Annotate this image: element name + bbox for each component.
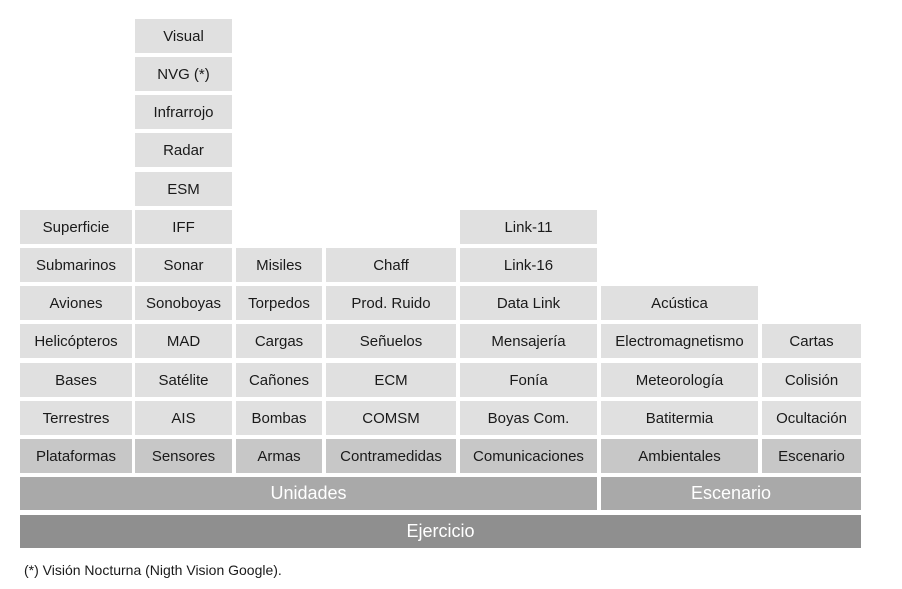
item-comunicaciones: Mensajería xyxy=(460,324,597,358)
item-sensores: Radar xyxy=(135,133,232,167)
column-header-escenario: Escenario xyxy=(762,439,861,473)
item-sensores: Infrarrojo xyxy=(135,95,232,129)
column-header-comunicaciones: Comunicaciones xyxy=(460,439,597,473)
item-contramedidas: Chaff xyxy=(326,248,456,282)
item-sensores: Sonar xyxy=(135,248,232,282)
column-header-ambientales: Ambientales xyxy=(601,439,758,473)
column-header-sensores: Sensores xyxy=(135,439,232,473)
column-header-contramedidas: Contramedidas xyxy=(326,439,456,473)
item-armas: Bombas xyxy=(236,401,322,435)
item-comunicaciones: Fonía xyxy=(460,363,597,397)
item-plataformas: Terrestres xyxy=(20,401,132,435)
item-contramedidas: ECM xyxy=(326,363,456,397)
item-sensores: MAD xyxy=(135,324,232,358)
item-armas: Torpedos xyxy=(236,286,322,320)
item-plataformas: Bases xyxy=(20,363,132,397)
item-plataformas: Helicópteros xyxy=(20,324,132,358)
item-armas: Misiles xyxy=(236,248,322,282)
item-ambientales: Electromagnetismo xyxy=(601,324,758,358)
column-header-armas: Armas xyxy=(236,439,322,473)
item-contramedidas: Prod. Ruido xyxy=(326,286,456,320)
footnote: (*) Visión Nocturna (Nigth Vision Google… xyxy=(24,562,282,578)
item-sensores: IFF xyxy=(135,210,232,244)
item-comunicaciones: Link-16 xyxy=(460,248,597,282)
item-escenario: Colisión xyxy=(762,363,861,397)
group-escenario: Escenario xyxy=(601,477,861,510)
item-comunicaciones: Data Link xyxy=(460,286,597,320)
item-sensores: Satélite xyxy=(135,363,232,397)
item-comunicaciones: Link-11 xyxy=(460,210,597,244)
group-unidades: Unidades xyxy=(20,477,597,510)
item-plataformas: Superficie xyxy=(20,210,132,244)
item-contramedidas: COMSM xyxy=(326,401,456,435)
item-plataformas: Submarinos xyxy=(20,248,132,282)
item-sensores: Sonoboyas xyxy=(135,286,232,320)
item-escenario: Cartas xyxy=(762,324,861,358)
item-escenario: Ocultación xyxy=(762,401,861,435)
column-header-plataformas: Plataformas xyxy=(20,439,132,473)
item-armas: Cargas xyxy=(236,324,322,358)
item-plataformas: Aviones xyxy=(20,286,132,320)
item-sensores: Visual xyxy=(135,19,232,53)
item-armas: Cañones xyxy=(236,363,322,397)
item-sensores: AIS xyxy=(135,401,232,435)
item-ambientales: Acústica xyxy=(601,286,758,320)
item-contramedidas: Señuelos xyxy=(326,324,456,358)
item-sensores: NVG (*) xyxy=(135,57,232,91)
item-ambientales: Batitermia xyxy=(601,401,758,435)
base-ejercicio: Ejercicio xyxy=(20,515,861,548)
item-comunicaciones: Boyas Com. xyxy=(460,401,597,435)
item-ambientales: Meteorología xyxy=(601,363,758,397)
item-sensores: ESM xyxy=(135,172,232,206)
